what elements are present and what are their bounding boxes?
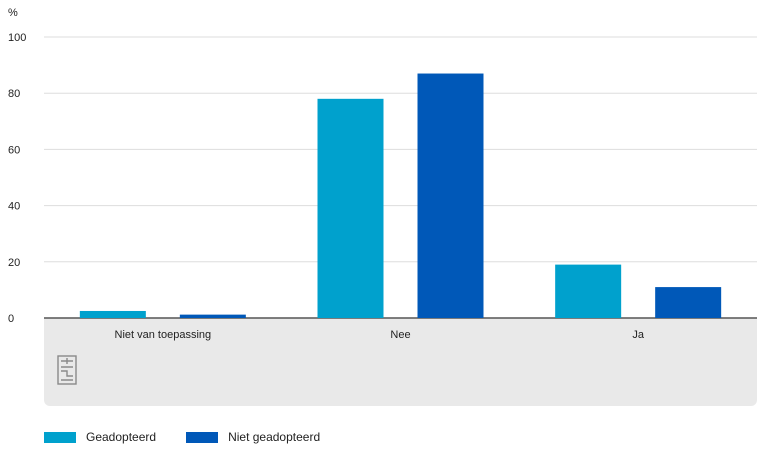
bar[interactable] (417, 73, 484, 318)
bar[interactable] (655, 287, 722, 318)
legend-label: Niet geadopteerd (228, 430, 321, 444)
bar[interactable] (179, 314, 246, 318)
bar[interactable] (317, 98, 384, 318)
category-axis-panel (44, 318, 757, 406)
y-tick-label: 20 (8, 257, 20, 269)
legend-swatch (186, 431, 219, 443)
cbs-logo-icon (57, 355, 77, 385)
legend-item-geadopteerd[interactable]: Geadopteerd (44, 430, 156, 444)
category-axis-panel-top (44, 318, 757, 328)
y-tick-label: 100 (8, 32, 26, 44)
labels-layer: 0 20 40 60 80 100 Niet van toepassing Nee Ja (8, 32, 645, 341)
grid-layer (44, 36, 757, 319)
y-axis-unit-label: % (8, 7, 18, 19)
legend: Geadopteerd Niet geadopteerd (44, 430, 350, 444)
y-tick-label: 60 (8, 144, 20, 156)
x-category-label: Niet van toepassing (115, 329, 212, 341)
y-tick-label: 40 (8, 201, 20, 213)
bar[interactable] (79, 310, 146, 318)
x-category-label: Ja (632, 329, 645, 341)
y-tick-label: 80 (8, 88, 20, 100)
y-tick-label: 0 (8, 313, 14, 325)
bars-layer (79, 73, 722, 318)
bar[interactable] (555, 264, 622, 318)
legend-item-niet-geadopteerd[interactable]: Niet geadopteerd (186, 430, 320, 444)
legend-label: Geadopteerd (86, 430, 157, 444)
x-category-label: Nee (390, 329, 410, 341)
legend-swatch (44, 431, 76, 443)
